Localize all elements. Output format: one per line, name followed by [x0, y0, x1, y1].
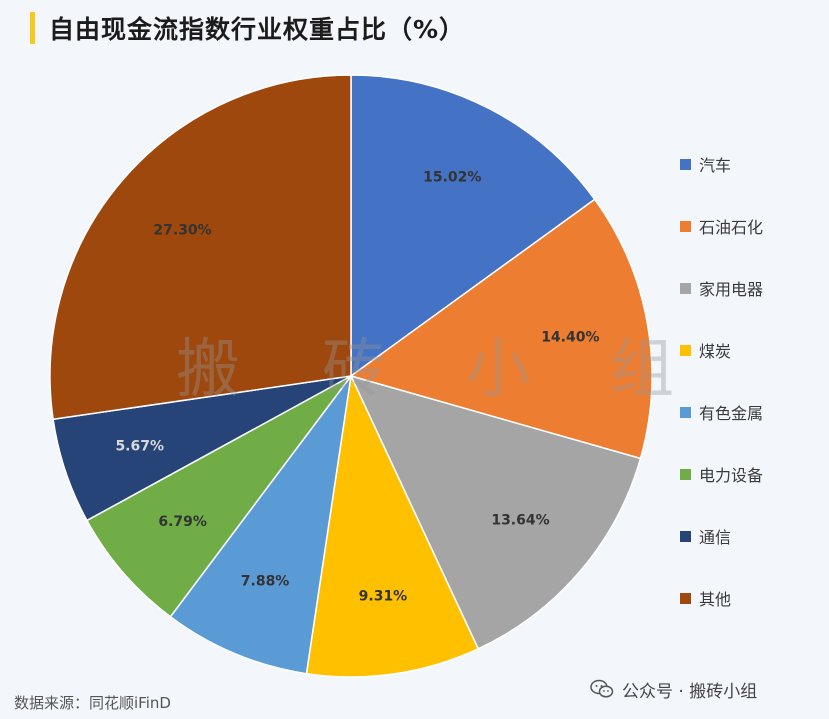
brand-attribution: 公众号 · 搬砖小组	[590, 676, 757, 702]
pie-slice	[49, 74, 352, 421]
legend-swatch	[680, 530, 691, 542]
watermark-char: 小	[466, 333, 530, 407]
data-source: 数据来源：同花顺iFinD	[14, 694, 171, 712]
legend-swatch	[680, 406, 691, 418]
legend-label: 汽车	[699, 156, 732, 175]
wechat-icon	[590, 679, 614, 698]
legend-label: 有色金属	[699, 404, 764, 423]
title-accent-bar	[30, 12, 35, 44]
slice-data-label: 7.88%	[241, 573, 290, 589]
legend-item: 石油石化	[680, 195, 763, 257]
legend-swatch	[680, 220, 691, 232]
legend-swatch	[680, 592, 691, 604]
legend-label: 家用电器	[699, 280, 764, 299]
slice-data-label: 9.31%	[359, 588, 408, 604]
legend-label: 通信	[699, 528, 732, 547]
legend-item: 煤炭	[680, 319, 763, 381]
pie-slice	[350, 74, 596, 378]
legend-swatch	[680, 344, 691, 356]
slice-data-label: 6.79%	[158, 514, 207, 530]
watermark-char: 搬	[176, 333, 240, 407]
pie-slice	[349, 374, 642, 650]
slice-data-label: 13.64%	[491, 513, 549, 529]
pie-slice	[85, 375, 352, 618]
legend-item: 电力设备	[680, 443, 763, 505]
brand-text: 公众号 · 搬砖小组	[622, 681, 758, 702]
pie-slice	[349, 198, 653, 460]
legend-item: 汽车	[680, 133, 763, 195]
chart-title: 自由现金流指数行业权重占比（%）	[49, 15, 466, 44]
legend-label: 其他	[699, 590, 732, 609]
watermark-char: 组	[610, 333, 674, 407]
chart-title-block: 自由现金流指数行业权重占比（%）	[30, 10, 465, 46]
pie-slice	[305, 373, 480, 678]
legend: 汽车石油石化家用电器煤炭有色金属电力设备通信其他	[680, 133, 763, 629]
watermark-char: 砖	[322, 333, 386, 407]
legend-item: 通信	[680, 505, 763, 567]
legend-swatch	[680, 158, 691, 170]
legend-label: 电力设备	[699, 466, 764, 485]
legend-label: 煤炭	[699, 342, 732, 361]
legend-item: 有色金属	[680, 381, 763, 443]
legend-item: 其他	[680, 567, 763, 629]
slice-data-label: 5.67%	[115, 439, 164, 455]
slice-data-label: 27.30%	[153, 222, 211, 238]
legend-swatch	[680, 468, 691, 480]
legend-label: 石油石化	[699, 218, 764, 237]
legend-swatch	[680, 282, 691, 294]
slice-data-label: 14.40%	[541, 329, 599, 345]
slice-data-label: 15.02%	[423, 170, 481, 186]
legend-item: 家用电器	[680, 257, 763, 319]
pie-slice	[169, 375, 352, 675]
